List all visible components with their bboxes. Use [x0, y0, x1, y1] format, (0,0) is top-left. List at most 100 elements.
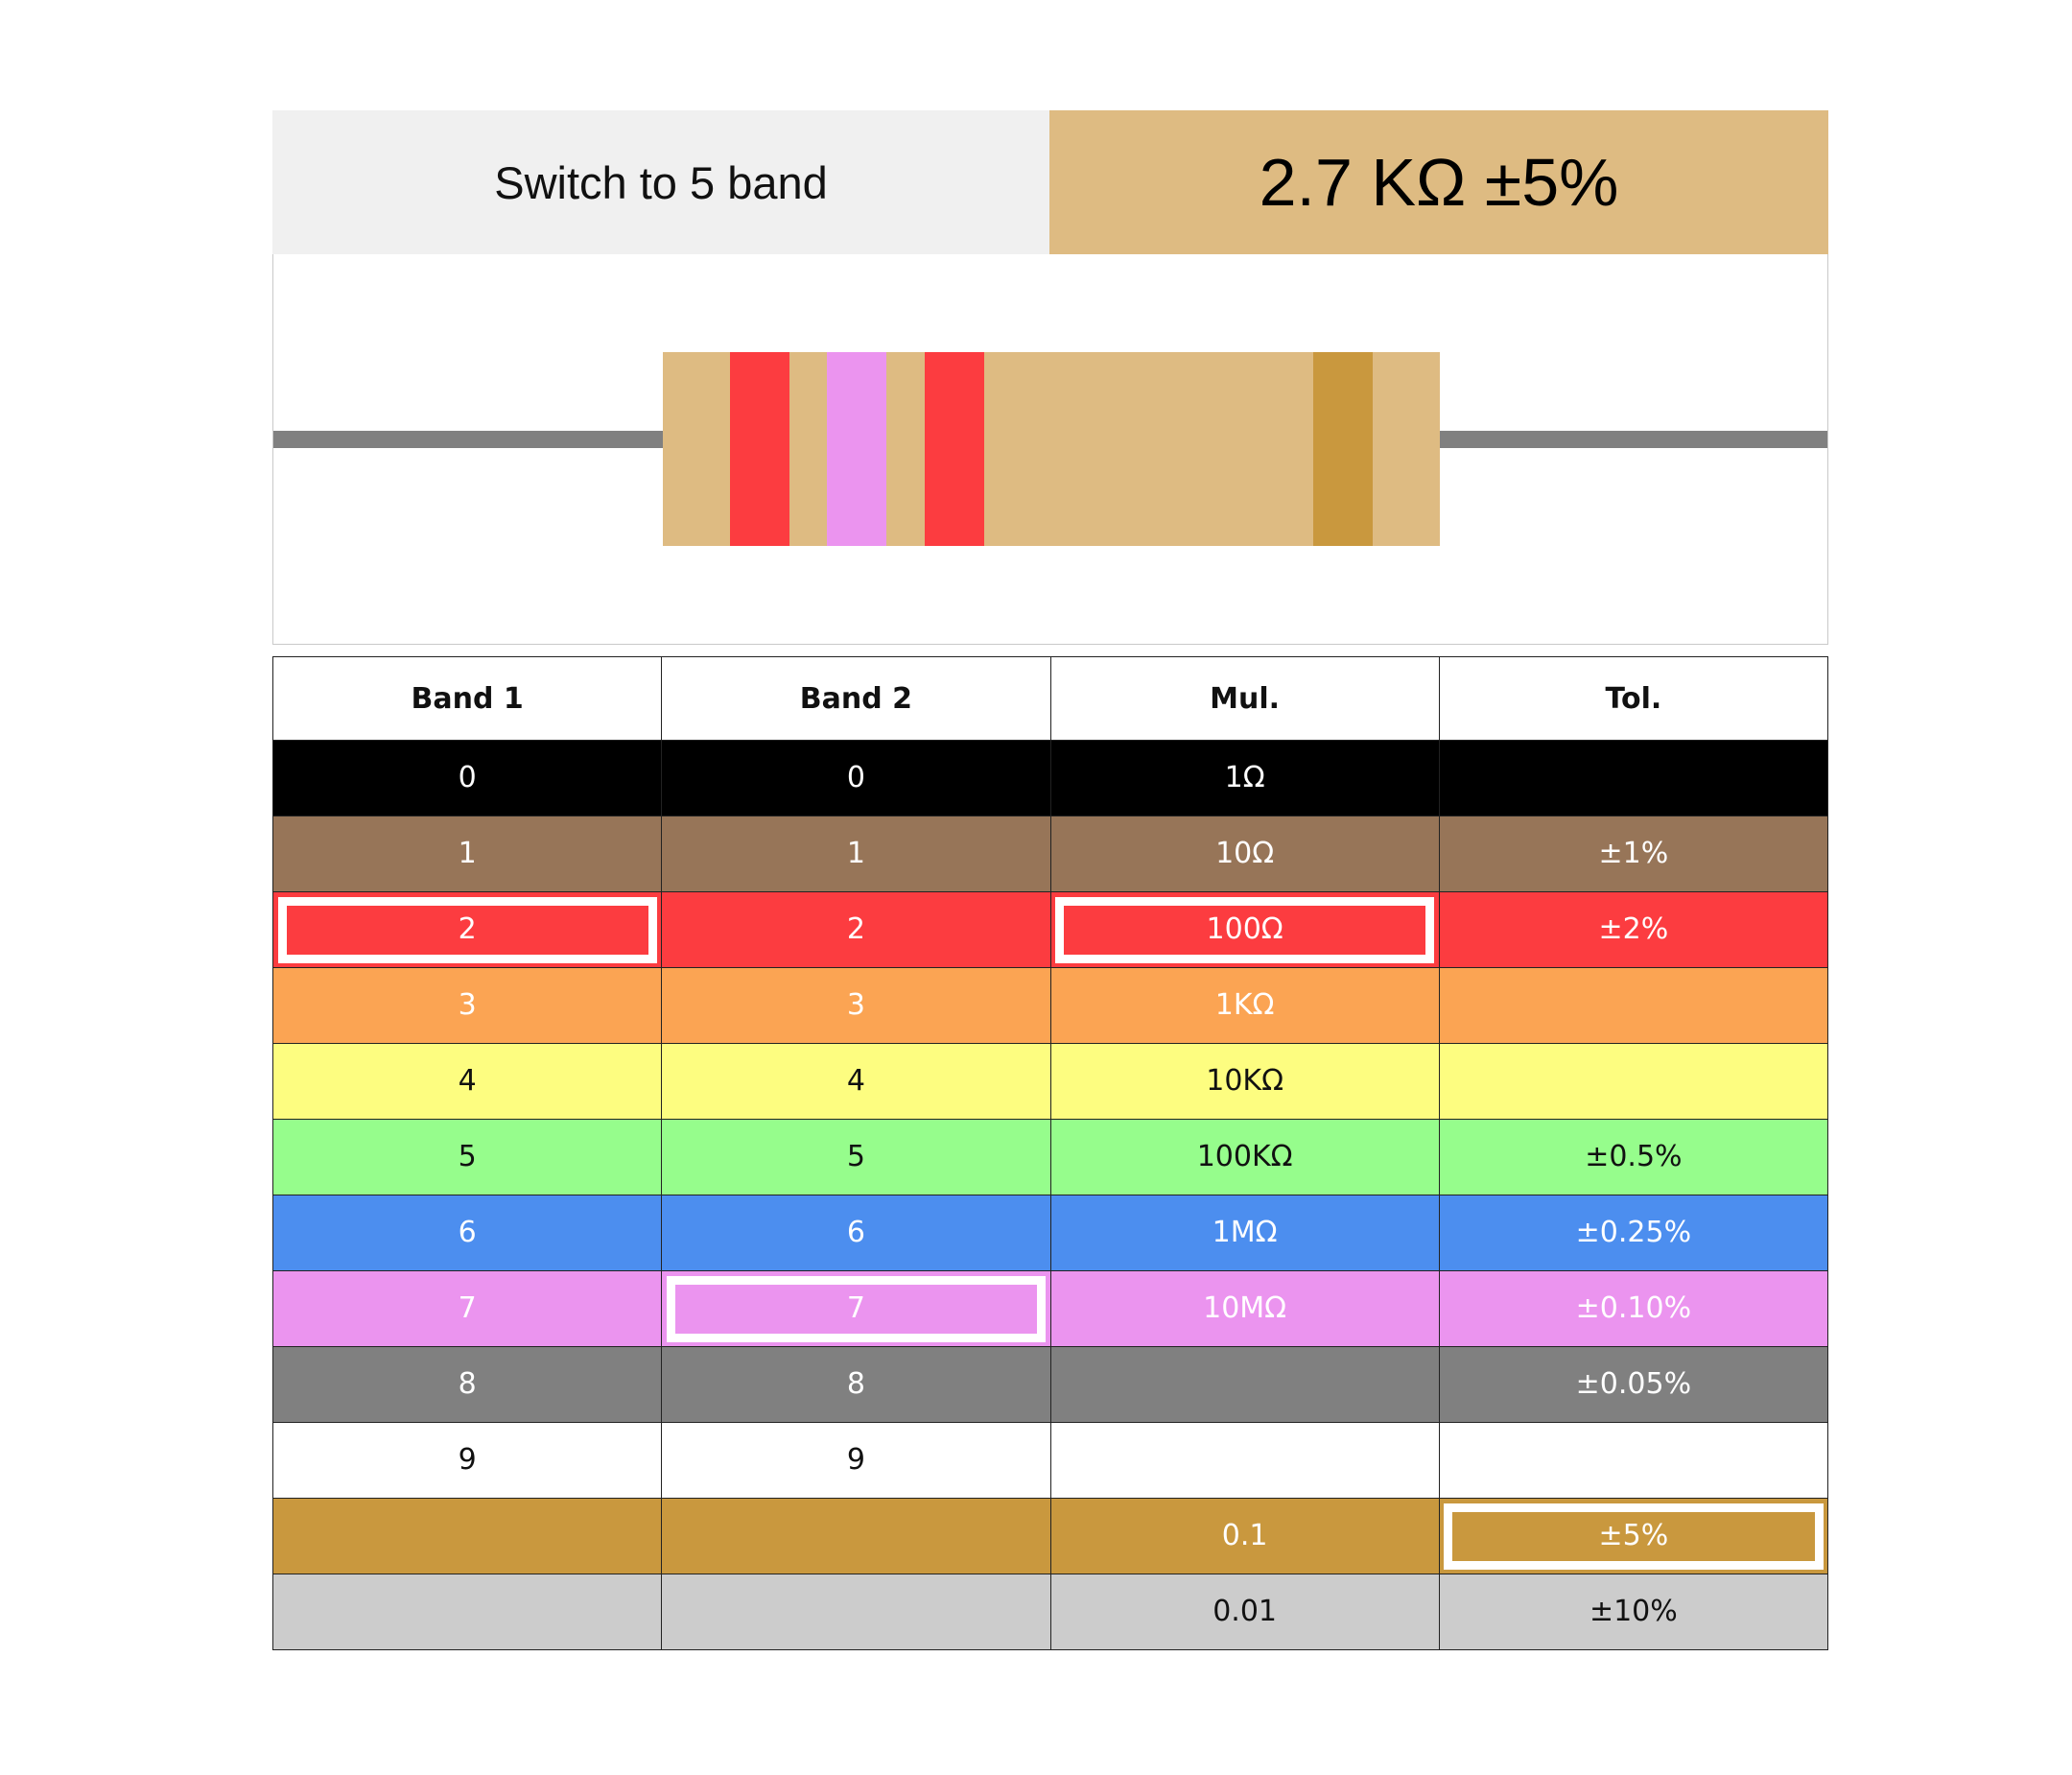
cell-value: 2	[458, 912, 477, 946]
cell-band-2-red[interactable]: 2	[661, 891, 1051, 968]
resistor-band-1	[730, 352, 789, 546]
cell-band-1-black[interactable]: 0	[271, 740, 663, 816]
cell-band-2-silver[interactable]	[661, 1574, 1051, 1650]
color-code-table: Band 1 Band 2 Mul. Tol. 0 0 1Ω 1 1 10Ω ±1% 2 2 10…	[271, 656, 1829, 1650]
cell-band-2-violet[interactable]: 7	[661, 1270, 1051, 1347]
cell-band-1-silver[interactable]	[271, 1574, 663, 1650]
cell-multiplier-blue[interactable]: 1MΩ	[1049, 1195, 1440, 1271]
table-row-green: 5 5 100KΩ ±0.5%	[271, 1119, 1829, 1195]
cell-tolerance-green[interactable]: ±0.5%	[1438, 1119, 1829, 1195]
resistor-lead-left	[273, 431, 665, 448]
table-row-black: 0 0 1Ω	[271, 740, 1829, 816]
cell-value: 5	[458, 1140, 477, 1173]
cell-multiplier-yellow[interactable]: 10KΩ	[1049, 1043, 1440, 1120]
cell-multiplier-silver[interactable]: 0.01	[1049, 1574, 1440, 1650]
cell-tolerance-black[interactable]	[1438, 740, 1829, 816]
cell-band-2-white[interactable]: 9	[661, 1422, 1051, 1499]
cell-value: ±0.25%	[1575, 1216, 1692, 1249]
cell-multiplier-red[interactable]: 100Ω	[1049, 891, 1440, 968]
cell-value: 1KΩ	[1214, 988, 1275, 1022]
cell-value: 3	[458, 988, 477, 1022]
cell-value: 7	[458, 1291, 477, 1325]
cell-value: 8	[846, 1367, 865, 1401]
resistor-body	[663, 352, 1440, 546]
table-row-brown: 1 1 10Ω ±1%	[271, 816, 1829, 892]
cell-band-1-orange[interactable]: 3	[271, 967, 663, 1044]
cell-value: 1	[458, 837, 477, 870]
cell-value: 4	[846, 1064, 865, 1098]
cell-tolerance-silver[interactable]: ±10%	[1438, 1574, 1829, 1650]
switch-band-mode-button[interactable]: Switch to 5 band	[272, 110, 1049, 254]
cell-band-1-violet[interactable]: 7	[271, 1270, 663, 1347]
resistor-preview	[272, 254, 1828, 645]
cell-value: 1MΩ	[1212, 1216, 1278, 1249]
cell-multiplier-brown[interactable]: 10Ω	[1049, 816, 1440, 892]
cell-value: 0	[458, 761, 477, 794]
cell-multiplier-orange[interactable]: 1KΩ	[1049, 967, 1440, 1044]
header-tolerance: Tol.	[1438, 656, 1829, 741]
cell-value: ±10%	[1589, 1595, 1678, 1628]
resistor-band-2	[827, 352, 886, 546]
cell-band-2-gold[interactable]	[661, 1498, 1051, 1574]
cell-value: ±0.10%	[1575, 1291, 1692, 1325]
cell-band-2-green[interactable]: 5	[661, 1119, 1051, 1195]
cell-band-2-blue[interactable]: 6	[661, 1195, 1051, 1271]
cell-value: 6	[458, 1216, 477, 1249]
cell-value: ±1%	[1598, 837, 1669, 870]
cell-value: 4	[458, 1064, 477, 1098]
cell-tolerance-red[interactable]: ±2%	[1438, 891, 1829, 968]
cell-band-1-blue[interactable]: 6	[271, 1195, 663, 1271]
cell-value: 100KΩ	[1196, 1140, 1293, 1173]
cell-band-2-black[interactable]: 0	[661, 740, 1051, 816]
cell-tolerance-blue[interactable]: ±0.25%	[1438, 1195, 1829, 1271]
cell-multiplier-grey[interactable]	[1049, 1346, 1440, 1423]
cell-multiplier-black[interactable]: 1Ω	[1049, 740, 1440, 816]
cell-multiplier-green[interactable]: 100KΩ	[1049, 1119, 1440, 1195]
cell-band-1-gold[interactable]	[271, 1498, 663, 1574]
resistor-lead-right	[1440, 431, 1827, 448]
table-row-red: 2 2 100Ω ±2%	[271, 891, 1829, 968]
cell-band-1-brown[interactable]: 1	[271, 816, 663, 892]
cell-value: 0.01	[1213, 1595, 1278, 1628]
cell-value: 10MΩ	[1203, 1291, 1287, 1325]
table-header-row: Band 1 Band 2 Mul. Tol.	[271, 656, 1829, 741]
cell-band-2-yellow[interactable]: 4	[661, 1043, 1051, 1120]
cell-band-2-grey[interactable]: 8	[661, 1346, 1051, 1423]
cell-value: 2	[846, 912, 865, 946]
table-row-blue: 6 6 1MΩ ±0.25%	[271, 1195, 1829, 1271]
cell-band-1-green[interactable]: 5	[271, 1119, 663, 1195]
cell-multiplier-white[interactable]	[1049, 1422, 1440, 1499]
table-row-gold: 0.1 ±5%	[271, 1498, 1829, 1574]
header-band-1: Band 1	[271, 656, 663, 741]
cell-value: 0	[846, 761, 865, 794]
cell-tolerance-grey[interactable]: ±0.05%	[1438, 1346, 1829, 1423]
cell-band-1-yellow[interactable]: 4	[271, 1043, 663, 1120]
header-multiplier: Mul.	[1049, 656, 1440, 741]
cell-value: 7	[846, 1291, 865, 1325]
cell-multiplier-violet[interactable]: 10MΩ	[1049, 1270, 1440, 1347]
cell-tolerance-violet[interactable]: ±0.10%	[1438, 1270, 1829, 1347]
cell-tolerance-yellow[interactable]	[1438, 1043, 1829, 1120]
cell-value: ±0.5%	[1585, 1140, 1683, 1173]
cell-value: 6	[846, 1216, 865, 1249]
cell-tolerance-orange[interactable]	[1438, 967, 1829, 1044]
cell-tolerance-brown[interactable]: ±1%	[1438, 816, 1829, 892]
cell-tolerance-white[interactable]	[1438, 1422, 1829, 1499]
cell-value: ±2%	[1598, 912, 1669, 946]
cell-value: 1	[846, 837, 865, 870]
cell-band-2-brown[interactable]: 1	[661, 816, 1051, 892]
cell-value: 100Ω	[1206, 912, 1283, 946]
cell-value: 10Ω	[1215, 837, 1275, 870]
cell-band-1-grey[interactable]: 8	[271, 1346, 663, 1423]
cell-value: 8	[458, 1367, 477, 1401]
cell-value: 3	[846, 988, 865, 1022]
cell-multiplier-gold[interactable]: 0.1	[1049, 1498, 1440, 1574]
cell-band-2-orange[interactable]: 3	[661, 967, 1051, 1044]
cell-tolerance-gold[interactable]: ±5%	[1438, 1498, 1829, 1574]
cell-value: 9	[846, 1443, 865, 1477]
table-row-grey: 8 8 ±0.05%	[271, 1346, 1829, 1423]
table-row-violet: 7 7 10MΩ ±0.10%	[271, 1270, 1829, 1347]
table-row-orange: 3 3 1KΩ	[271, 967, 1829, 1044]
cell-band-1-white[interactable]: 9	[271, 1422, 663, 1499]
cell-band-1-red[interactable]: 2	[271, 891, 663, 968]
